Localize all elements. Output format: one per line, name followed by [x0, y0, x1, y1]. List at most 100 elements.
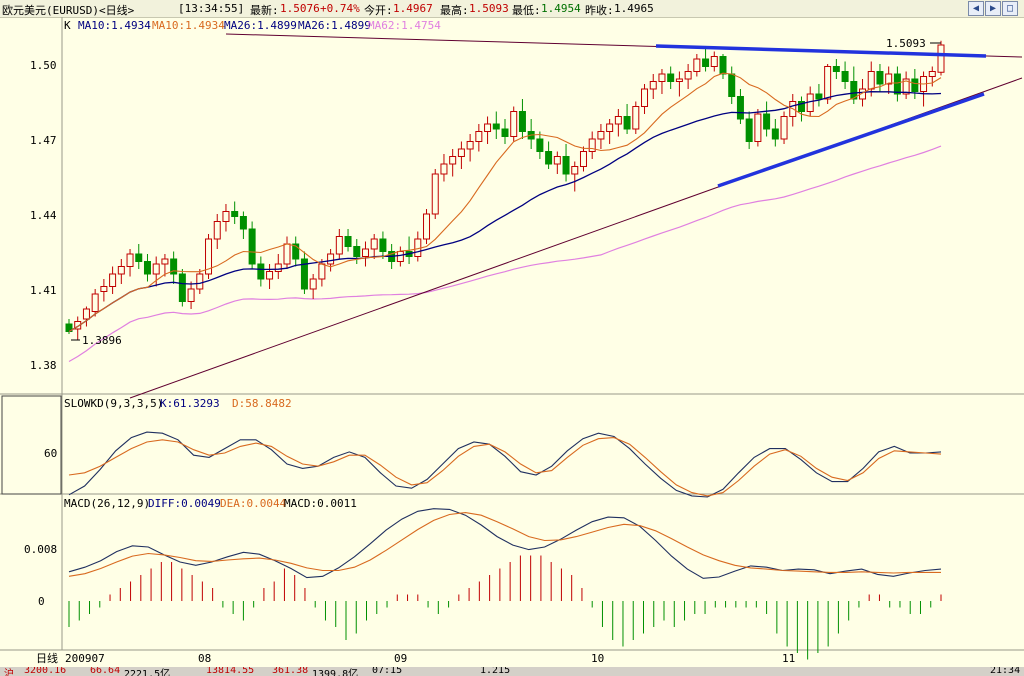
date-axis: 日线 200907 08 09 10 11: [36, 651, 795, 665]
expand-icon[interactable]: □: [1002, 1, 1018, 16]
candle-up: [754, 109, 762, 147]
high-label: 最高:: [440, 4, 469, 17]
next-arrow-button[interactable]: ▶: [985, 1, 1001, 16]
footer-volume: 2221.5亿: [124, 669, 171, 676]
candle-down: [623, 104, 631, 134]
candle-up: [693, 54, 701, 77]
period-label: 日线: [36, 651, 58, 665]
date-tick: 200907: [65, 652, 105, 665]
macd-hist-value: MACD:0.0011: [284, 497, 357, 510]
candle-up: [510, 106, 518, 142]
kd-name: SLOWKD(9,3,3,5): [64, 397, 163, 410]
price-tick: 1.38: [30, 359, 57, 372]
candle-up: [614, 109, 622, 137]
candle-up: [632, 101, 640, 134]
kd-lines: [68, 431, 942, 498]
latest-label: 最新:: [250, 4, 279, 17]
change-percent: +0.74%: [320, 2, 360, 15]
candle-up: [579, 146, 587, 172]
title-bar: 欧元美元(EURUSD)<日线> [13:34:55] 最新: 1.5076 +…: [0, 0, 1024, 18]
prev-close-price: 1.4965: [614, 2, 654, 15]
macd-dea-value: DEA:0.0044: [220, 497, 287, 510]
prev-arrow-button[interactable]: ◀: [968, 1, 984, 16]
low-annotation: 1.3896: [71, 334, 122, 347]
candle-up: [658, 69, 666, 94]
price-tick: 1.44: [30, 209, 57, 222]
macd-tick: 0: [38, 595, 45, 608]
candle-down: [763, 101, 771, 137]
date-tick: 08: [198, 652, 211, 665]
candle-up: [597, 124, 605, 149]
footer-index2: 13814.55: [206, 667, 255, 676]
high-annotation: 1.5093: [886, 37, 941, 50]
price-legend: K MA10:1.4934 MA10:1.4934 MA26:1.4899 MA…: [64, 19, 441, 32]
candle-up: [431, 169, 439, 219]
candle-down: [728, 66, 736, 104]
candle-up: [588, 131, 596, 159]
low-label: 最低:: [512, 4, 541, 17]
candle-up: [109, 266, 117, 294]
candle-down: [562, 144, 570, 182]
kd-tick: 60: [44, 447, 57, 460]
candle-up: [423, 209, 431, 244]
candle-down: [379, 231, 387, 259]
candle-down: [797, 96, 805, 122]
macd-dea-series: [68, 512, 941, 577]
candle-up: [466, 134, 474, 162]
candle-up: [606, 119, 614, 144]
high-marker-label: 1.5093: [886, 37, 926, 50]
date-tick: 11: [782, 652, 795, 665]
legend-ma62: MA62:1.4754: [368, 19, 441, 32]
candle-down: [353, 239, 361, 264]
support-trendline: [717, 92, 985, 188]
legend-ma10-b: MA10:1.4934: [152, 19, 225, 32]
candle-down: [841, 61, 849, 89]
candle-up: [152, 256, 160, 287]
candle-down: [239, 211, 247, 239]
candle-up: [641, 84, 649, 114]
candle-down: [292, 236, 300, 267]
footer-volume2: 1399.8亿: [312, 669, 359, 676]
price-tick: 1.50: [30, 59, 57, 72]
macd-tick: 0.008: [24, 543, 57, 556]
candle-up: [440, 154, 448, 182]
high-price: 1.5093: [469, 2, 509, 15]
ma26-series: [68, 91, 942, 333]
macd-diff-value: DIFF:0.0049: [148, 497, 221, 510]
candle-up: [126, 249, 134, 277]
price-axis: 1.50 1.47 1.44 1.41 1.38: [30, 59, 57, 372]
quote-time: [13:34:55]: [178, 2, 245, 15]
open-label: 今开:: [364, 4, 393, 17]
candle-up: [457, 141, 465, 169]
trendlines: [655, 44, 987, 188]
candle-down: [771, 119, 779, 147]
prev-close-label: 昨收:: [585, 4, 614, 17]
footer-news: 1.215: [480, 667, 511, 676]
open-price: 1.4967: [393, 2, 433, 15]
macd-legend: MACD(26,12,9) DIFF:0.0049 DEA:0.0044 MAC…: [64, 497, 357, 510]
kd-legend: SLOWKD(9,3,3,5) K:61.3293 D:58.8482: [64, 397, 292, 410]
candle-up: [213, 214, 221, 249]
footer-change2: 361.38: [272, 667, 309, 676]
candle-down: [832, 59, 840, 79]
candle-up: [649, 74, 657, 99]
legend-ma26-b: MA26:1.4899: [298, 19, 371, 32]
candle-up: [396, 246, 404, 267]
candle-up: [117, 259, 125, 284]
candle-down: [248, 221, 256, 269]
panel-frames: [0, 17, 1024, 651]
candle-down: [815, 84, 823, 107]
status-bar: 沪 3200.16 66.64 2221.5亿 13814.55 361.38 …: [0, 667, 1024, 676]
resistance-trendline: [655, 44, 987, 58]
candle-down: [65, 319, 73, 334]
ma10-line: [68, 72, 942, 332]
candle-up: [205, 234, 213, 279]
chart-area[interactable]: K MA10:1.4934 MA10:1.4934 MA26:1.4899 MA…: [0, 17, 1024, 676]
candle-up: [553, 151, 561, 174]
candle-up: [187, 281, 195, 309]
legend-ma26-a: MA26:1.4899: [224, 19, 297, 32]
candle-up: [449, 149, 457, 177]
window-title: 欧元美元(EURUSD)<日线>: [2, 4, 135, 17]
date-tick: 09: [394, 652, 407, 665]
candlesticks: [65, 40, 945, 340]
